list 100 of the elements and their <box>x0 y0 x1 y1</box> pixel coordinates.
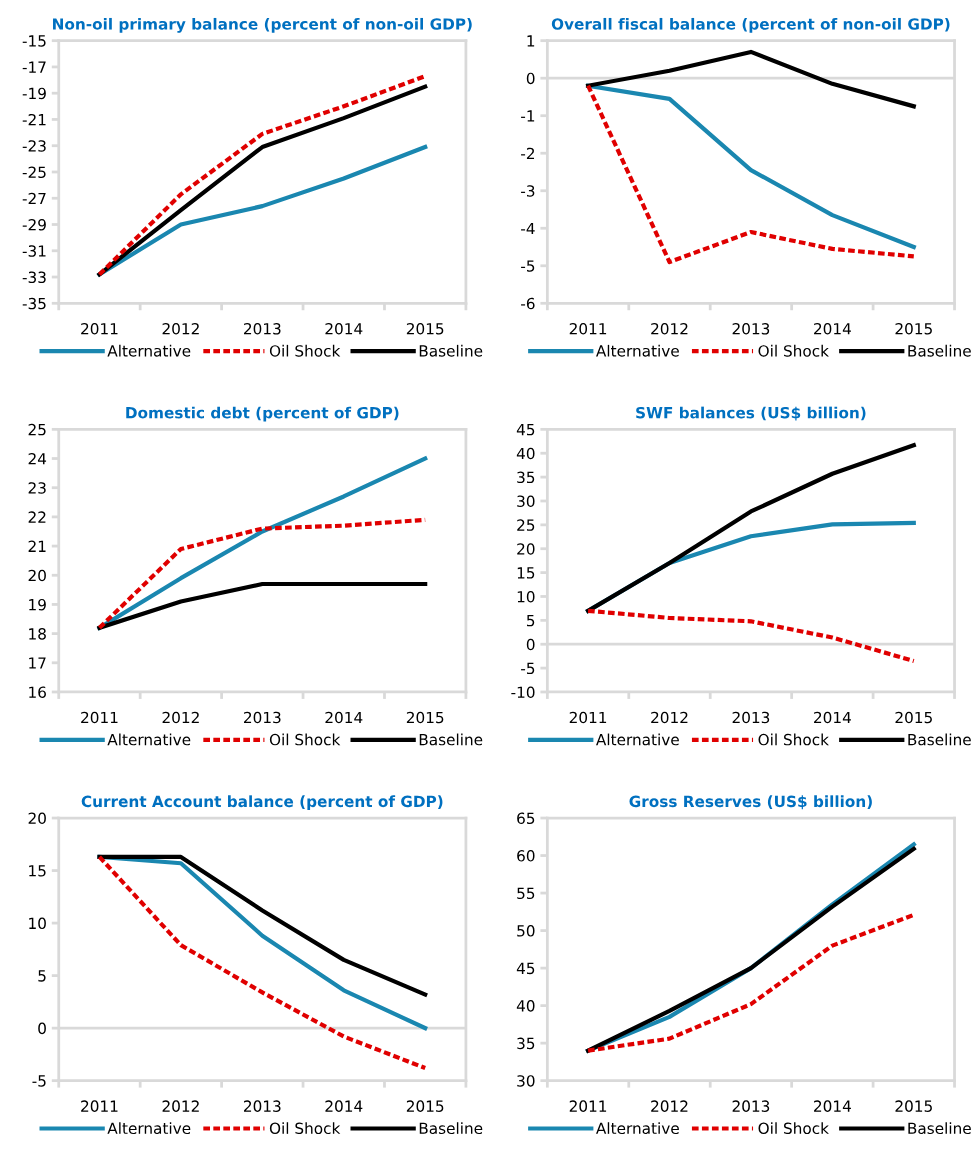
y-tick-label: 16 <box>29 686 46 698</box>
x-tick-label: 2013 <box>732 323 770 335</box>
x-tick-label: 2013 <box>244 323 281 335</box>
y-tick-label: 20 <box>28 569 46 582</box>
x-tick-label: 2011 <box>569 711 607 724</box>
x-tick-label: 2015 <box>406 711 444 724</box>
y-tick-label: -2 <box>521 147 535 160</box>
x-tick-label: 2012 <box>162 711 199 724</box>
y-tick-label: 40 <box>516 1000 535 1012</box>
y-tick-label: 1 <box>527 35 535 47</box>
y-tick-label: 50 <box>517 925 535 937</box>
y-tick-label: -33 <box>22 271 46 284</box>
x-tick-label: 2012 <box>651 711 688 724</box>
y-tick-label: 55 <box>517 887 535 900</box>
x-tick-label: 2014 <box>325 323 363 335</box>
legend-label: Alternative <box>107 1122 191 1135</box>
legend-label: Alternative <box>107 344 191 357</box>
y-tick-label: 5 <box>38 970 46 982</box>
y-tick-label: -35 <box>22 297 46 310</box>
y-tick-label: 10 <box>29 917 46 930</box>
x-tick-label: 2013 <box>732 1100 770 1112</box>
y-tick-label: 45 <box>516 424 535 436</box>
y-tick-label: 20 <box>517 543 535 555</box>
legend-label: Baseline <box>419 733 483 746</box>
chart-title: Gross Reserves (US$ billion) <box>629 795 872 810</box>
x-tick-label: 2012 <box>162 323 199 335</box>
y-tick-label: -3 <box>521 185 535 197</box>
y-tick-label: -6 <box>521 297 535 310</box>
x-tick-label: 2014 <box>325 711 363 724</box>
y-tick-label: 0 <box>526 72 535 85</box>
legend-label: Oil Shock <box>269 1122 341 1135</box>
legend-label: Baseline <box>908 1122 971 1135</box>
y-tick-label: -29 <box>22 218 46 231</box>
y-tick-label: 21 <box>28 540 46 552</box>
chart-title: SWF balances (US$ billion) <box>636 406 866 421</box>
y-tick-label: -10 <box>511 686 535 698</box>
legend-label: Oil Shock <box>269 344 341 357</box>
y-tick-label: 15 <box>517 567 535 579</box>
y-tick-label: 35 <box>517 471 535 484</box>
y-tick-label: 17 <box>29 657 46 669</box>
x-tick-label: 2014 <box>814 323 851 335</box>
y-tick-label: 35 <box>517 1037 535 1050</box>
x-tick-label: 2013 <box>244 1100 281 1112</box>
y-tick-label: 30 <box>517 495 535 507</box>
chart-title: Overall fiscal balance (percent of non-oil GDP) <box>551 17 950 33</box>
legend-label: Baseline <box>419 1122 483 1135</box>
y-tick-label: -25 <box>22 166 46 178</box>
y-tick-label: 24 <box>28 453 47 465</box>
y-tick-label: -31 <box>22 245 46 257</box>
y-tick-label: 30 <box>517 1075 535 1087</box>
x-tick-label: 2012 <box>651 323 688 335</box>
y-tick-label: 65 <box>517 812 535 825</box>
y-tick-label: 0 <box>526 638 535 651</box>
y-tick-label: 20 <box>28 812 46 825</box>
y-tick-label: -17 <box>22 61 46 73</box>
x-tick-label: 2015 <box>895 323 932 335</box>
y-tick-label: 60 <box>517 850 535 862</box>
legend-label: Baseline <box>419 344 483 357</box>
legend-label: Oil Shock <box>269 733 341 746</box>
legend-label: Alternative <box>107 733 191 746</box>
y-tick-label: 40 <box>516 447 535 460</box>
legend-label: Alternative <box>596 733 679 746</box>
y-tick-label: 45 <box>516 962 535 975</box>
x-tick-label: 2015 <box>406 1100 444 1112</box>
y-tick-label: 15 <box>29 865 46 877</box>
x-tick-label: 2011 <box>81 323 118 335</box>
y-tick-label: -19 <box>22 87 46 100</box>
x-tick-label: 2011 <box>81 1100 118 1112</box>
y-tick-label: 25 <box>517 519 535 531</box>
y-tick-label: 25 <box>28 423 46 436</box>
y-tick-label: -1 <box>521 110 535 122</box>
y-tick-label: 5 <box>527 615 535 627</box>
y-tick-label: -5 <box>32 1075 46 1087</box>
x-tick-label: 2015 <box>895 711 932 724</box>
y-tick-label: -5 <box>521 662 535 675</box>
x-tick-label: 2014 <box>814 1100 851 1112</box>
legend-label: Baseline <box>908 344 971 357</box>
y-tick-label: -5 <box>521 260 535 272</box>
chart-title: Domestic debt (percent of GDP) <box>126 406 399 422</box>
y-tick-label: 19 <box>29 598 46 611</box>
x-tick-label: 2011 <box>569 323 607 335</box>
y-tick-label: -23 <box>22 140 46 152</box>
x-tick-label: 2014 <box>814 711 851 724</box>
y-tick-label: -21 <box>22 113 46 126</box>
legend-label: Baseline <box>908 733 971 746</box>
y-tick-label: 18 <box>29 628 46 640</box>
x-tick-label: 2011 <box>569 1100 607 1112</box>
x-tick-label: 2012 <box>162 1100 199 1112</box>
y-tick-label: 0 <box>38 1022 46 1035</box>
x-tick-label: 2015 <box>406 323 444 335</box>
x-tick-label: 2012 <box>651 1100 688 1112</box>
legend-label: Alternative <box>596 1122 679 1135</box>
legend-label: Alternative <box>596 344 679 357</box>
chart-title: Non-oil primary balance (percent of non-oil GDP) <box>53 17 472 33</box>
chart-title: Current Account balance (percent of GDP) <box>81 795 443 811</box>
legend-label: Oil Shock <box>758 733 829 746</box>
y-tick-label: 23 <box>28 482 46 494</box>
x-tick-label: 2015 <box>895 1100 932 1112</box>
x-tick-label: 2014 <box>325 1100 363 1112</box>
x-tick-label: 2013 <box>244 711 281 724</box>
